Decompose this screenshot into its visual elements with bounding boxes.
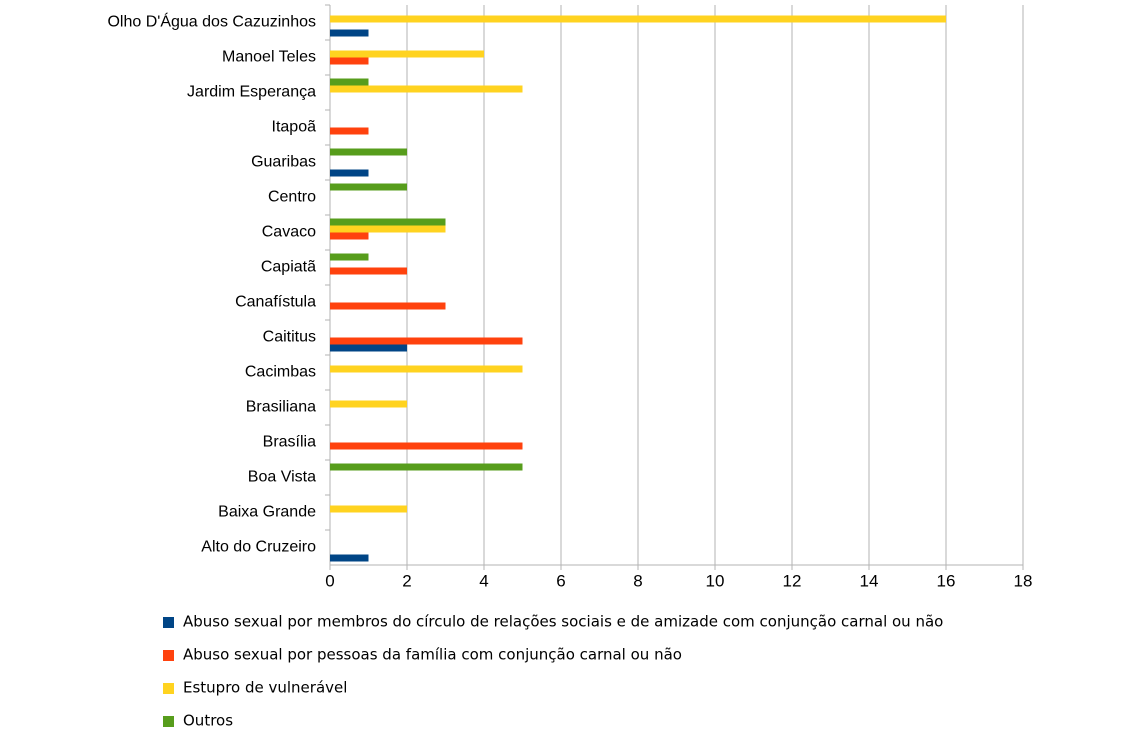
y-tick-label: Baixa Grande [218, 504, 316, 521]
y-tick-label: Brasiliana [246, 399, 316, 416]
bar [330, 57, 369, 65]
x-tick-label: 4 [479, 571, 488, 590]
x-tick-label: 16 [937, 571, 956, 590]
legend-swatch [163, 650, 174, 661]
bar [330, 50, 484, 58]
y-tick-label: Brasília [263, 434, 316, 451]
y-tick-label: Centro [268, 189, 316, 206]
bar [330, 463, 523, 471]
legend-label: Abuso sexual por pessoas da família com … [183, 646, 682, 664]
x-tick-label: 10 [706, 571, 725, 590]
y-tick-label: Boa Vista [248, 469, 316, 486]
y-tick-label: Alto do Cruzeiro [201, 539, 316, 556]
y-tick-label: Cavaco [262, 224, 316, 241]
y-tick-label: Manoel Teles [222, 49, 316, 66]
x-tick-label: 6 [556, 571, 565, 590]
legend-swatch [163, 683, 174, 694]
bar [330, 183, 407, 191]
bar [330, 365, 523, 373]
bar [330, 169, 369, 177]
legend-label: Outros [183, 712, 233, 730]
y-tick-label: Canafístula [235, 294, 316, 311]
legend-label: Abuso sexual por membros do círculo de r… [183, 613, 943, 631]
x-tick-label: 12 [783, 571, 802, 590]
y-tick-label: Capiatã [261, 259, 316, 276]
x-tick-label: 14 [860, 571, 879, 590]
bar [330, 127, 369, 135]
x-tick-label: 18 [1014, 571, 1033, 590]
legend-label: Estupro de vulnerável [183, 679, 347, 697]
bar [330, 78, 369, 86]
legend-swatch [163, 617, 174, 628]
legend-swatch [163, 716, 174, 727]
bar [330, 15, 946, 23]
y-tick-label: Olho D'Água dos Cazuzinhos [107, 12, 316, 31]
bar [330, 554, 369, 562]
y-tick-label: Cacimbas [245, 364, 316, 381]
x-tick-label: 0 [325, 571, 334, 590]
bar [330, 218, 446, 226]
bar [330, 225, 446, 233]
bar [330, 267, 407, 275]
bar [330, 148, 407, 156]
x-tick-label: 8 [633, 571, 642, 590]
x-tick-label: 2 [402, 571, 411, 590]
bar [330, 253, 369, 261]
y-tick-label: Guaribas [251, 154, 316, 171]
y-tick-label: Itapoã [272, 119, 317, 136]
bar [330, 442, 523, 450]
bar [330, 302, 446, 310]
bar [330, 85, 523, 93]
bar [330, 400, 407, 408]
bar [330, 344, 407, 352]
bar [330, 337, 523, 345]
bar [330, 232, 369, 240]
bar [330, 29, 369, 37]
bar [330, 505, 407, 513]
y-tick-label: Jardim Esperança [187, 84, 316, 101]
y-tick-label: Caititus [263, 329, 316, 346]
